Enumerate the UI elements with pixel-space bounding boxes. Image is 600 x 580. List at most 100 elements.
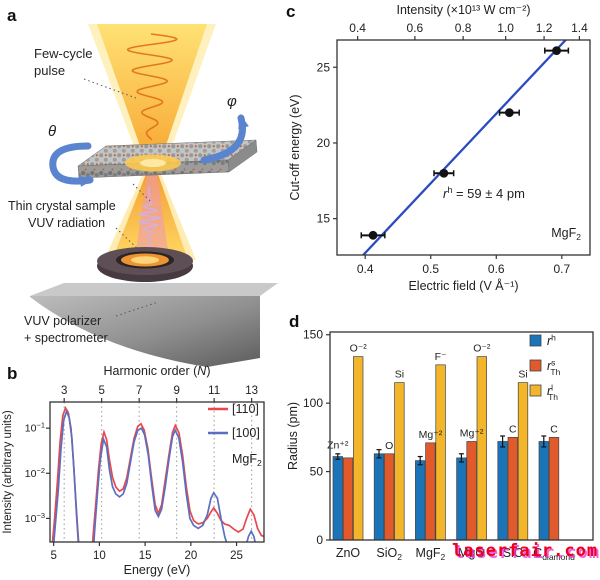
category-label-SiO: SiO2 xyxy=(376,546,402,562)
svg-text:15: 15 xyxy=(317,212,331,226)
svg-text:5: 5 xyxy=(50,550,56,562)
svg-text:10−2: 10−2 xyxy=(25,466,45,480)
series-[100] xyxy=(53,408,256,542)
svg-text:0.6: 0.6 xyxy=(407,21,424,35)
vuv-label: VUV radiation xyxy=(28,216,105,230)
svg-text:O: O xyxy=(385,440,393,452)
bar-5-1 xyxy=(548,437,560,541)
svg-text:0.8: 0.8 xyxy=(455,21,472,35)
panel-b-spectrum-chart: 5 10 15 20 25 3 5 7 9 11 13 10−1 10−2 10−3 Harmonic or… xyxy=(2,364,265,577)
material-label-b: MgF2 xyxy=(232,452,262,468)
svg-text:0.6: 0.6 xyxy=(488,262,505,276)
svg-text:25: 25 xyxy=(230,550,243,562)
few-cycle-pulse-wave xyxy=(126,33,178,141)
bar-4-2 xyxy=(517,382,529,541)
bar-2-2 xyxy=(435,364,446,541)
axes-c: 0.4 0.5 0.6 0.7 15 20 25 0.4 0.6 0.8 1.0 1.2 1.4 xyxy=(317,21,588,276)
svg-text:F⁻: F⁻ xyxy=(435,351,447,363)
few-cycle-pulse-label-2: pulse xyxy=(34,63,65,78)
beam-waist-core xyxy=(140,159,166,167)
svg-text:0: 0 xyxy=(316,533,323,547)
bar-0-0 xyxy=(332,456,343,541)
svg-text:C: C xyxy=(509,423,517,435)
leader-spectrometer xyxy=(115,301,159,317)
leader-lines xyxy=(83,78,159,317)
svg-text:Mg⁺²: Mg⁺² xyxy=(419,429,443,441)
category-label-SiC: SiC xyxy=(503,546,523,560)
vuv-wave-packet xyxy=(136,185,163,251)
svg-text:O⁻²: O⁻² xyxy=(350,343,368,355)
panel-b-label: b xyxy=(7,364,18,383)
svg-text:1.2: 1.2 xyxy=(536,21,553,35)
incoming-beam xyxy=(97,24,207,163)
top-axis-label-c: Intensity (×10¹³ W cm⁻²) xyxy=(396,3,530,17)
bar-1-0 xyxy=(373,453,385,541)
y-axis-label-c: Cut-off energy (eV) xyxy=(288,94,302,200)
svg-text:25: 25 xyxy=(317,60,331,74)
spectrometer-label-1: VUV polarizer xyxy=(24,314,101,328)
svg-text:9: 9 xyxy=(173,385,179,397)
top-axis-label-b: Harmonic order (N) xyxy=(104,364,211,378)
watermark: laserfair.com xyxy=(452,541,599,561)
svg-text:Si: Si xyxy=(518,369,527,381)
svg-text:5: 5 xyxy=(98,385,104,397)
spectrum-curves xyxy=(51,406,264,542)
svg-text:7: 7 xyxy=(136,385,142,397)
svg-text:3: 3 xyxy=(61,385,67,397)
svg-text:0.7: 0.7 xyxy=(553,262,570,276)
panel-c-cutoff-chart: 0.4 0.5 0.6 0.7 15 20 25 0.4 0.6 0.8 1.0 1.2 1.4 Inte… xyxy=(288,3,591,293)
error-bars-d xyxy=(335,435,547,466)
x-axis-label-c: Electric field (V Å⁻¹) xyxy=(408,278,518,293)
panel-a-setup-illustration: Few-cycle pulse θ φ Thin crystal sample … xyxy=(8,24,278,367)
svg-text:13: 13 xyxy=(245,385,258,397)
bar-1-2 xyxy=(394,382,405,541)
category-label-MgO: MgO xyxy=(458,546,485,560)
harmonic-gridlines xyxy=(63,402,253,542)
panel-d-label: d xyxy=(289,312,300,331)
bar-3-1 xyxy=(466,441,477,541)
svg-text:0.4: 0.4 xyxy=(357,262,374,276)
phi-rotation-arrow xyxy=(200,114,249,164)
bar-2-1 xyxy=(425,442,436,541)
svg-text:15: 15 xyxy=(139,550,152,562)
svg-text:Mg⁺²: Mg⁺² xyxy=(460,427,484,439)
svg-text:[100]: [100] xyxy=(232,426,260,440)
svg-text:Si: Si xyxy=(395,369,404,381)
leader-few-cycle xyxy=(83,78,137,99)
bar-1-1 xyxy=(384,453,395,541)
svg-text:10: 10 xyxy=(93,550,106,562)
spectrometer-top-face xyxy=(30,283,278,296)
legend-d: rh rs Th rl Th xyxy=(529,333,561,403)
svg-text:0.4: 0.4 xyxy=(349,21,366,35)
bar-5-0 xyxy=(538,441,549,541)
svg-text:0.5: 0.5 xyxy=(422,262,439,276)
x-axis-label-b: Energy (eV) xyxy=(124,563,191,577)
svg-text:11: 11 xyxy=(208,385,220,397)
svg-text:50: 50 xyxy=(310,465,324,479)
bar-2-0 xyxy=(415,460,426,541)
spectrometer-front-face xyxy=(30,296,260,367)
axes-b: 5 10 15 20 25 3 5 7 9 11 13 10−1 10−2 10−3 xyxy=(25,385,258,562)
svg-text:rh: rh xyxy=(547,333,556,349)
few-cycle-pulse-label-1: Few-cycle xyxy=(34,46,93,61)
bar-4-1 xyxy=(507,437,518,541)
panel-c-label: c xyxy=(286,2,296,21)
svg-text:150: 150 xyxy=(303,328,323,342)
legend-b: [110] [100] xyxy=(208,402,260,440)
svg-text:1.0: 1.0 xyxy=(497,21,514,35)
svg-text:10−3: 10−3 xyxy=(25,511,45,525)
y-axis-label-b: Intensity (arbitrary units) xyxy=(2,410,14,534)
spectrometer-label-2: + spectrometer xyxy=(24,331,108,345)
bars-d xyxy=(332,356,560,541)
svg-text:20: 20 xyxy=(317,136,331,150)
bar-0-1 xyxy=(342,457,354,541)
sample-label: Thin crystal sample xyxy=(8,199,116,213)
data-points-c xyxy=(360,46,570,240)
svg-text:100: 100 xyxy=(303,396,323,410)
ion-labels-d: Zn⁺² O⁻² O Si Mg⁺² F⁻ Mg⁺² O⁻² C Si C xyxy=(327,343,558,452)
aperture-glow-core xyxy=(131,256,159,264)
panel-a-label: a xyxy=(7,6,17,25)
